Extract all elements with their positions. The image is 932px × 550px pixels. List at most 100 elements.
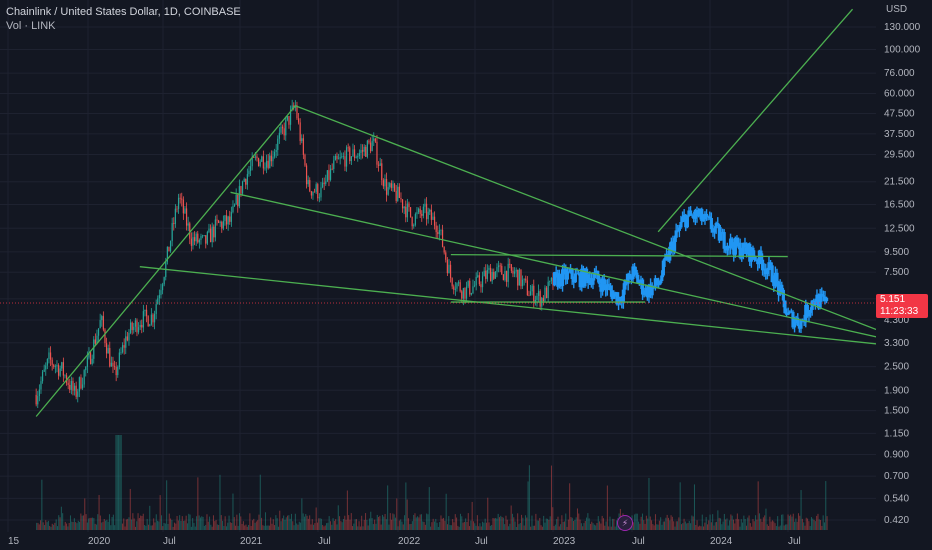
- volume-bar: [790, 514, 792, 530]
- candle-body: [256, 156, 258, 159]
- volume-bar: [69, 515, 71, 530]
- volume-bar: [781, 514, 783, 530]
- candle-body: [666, 254, 670, 261]
- volume-bar: [430, 526, 432, 530]
- candle-body: [477, 275, 479, 277]
- candle-body: [435, 225, 437, 233]
- volume-bar: [340, 521, 342, 530]
- volume-bar: [709, 514, 711, 530]
- volume-bar: [133, 518, 135, 530]
- candle-body: [278, 132, 280, 139]
- candle-body: [594, 270, 598, 273]
- volume-bar: [123, 518, 125, 530]
- candle-body: [512, 270, 514, 274]
- volume-bar: [635, 513, 637, 530]
- candle-body: [459, 282, 461, 292]
- volume-bar: [644, 523, 646, 530]
- volume-bar: [544, 522, 546, 530]
- price-axis-tick: 7.500: [884, 267, 909, 278]
- candle-body: [91, 358, 93, 364]
- candle-body: [248, 170, 250, 175]
- volume-bar: [675, 521, 677, 530]
- candle-body: [778, 284, 782, 295]
- candle-body: [189, 223, 191, 239]
- candle-body: [253, 157, 255, 158]
- candle-body: [507, 263, 509, 282]
- volume-bar: [489, 525, 491, 530]
- volume-bar: [196, 516, 198, 530]
- volume-bar: [658, 520, 660, 530]
- candle-body: [796, 317, 800, 326]
- volume-bar: [537, 520, 539, 530]
- candle-body: [591, 278, 595, 285]
- candle-body: [147, 316, 149, 327]
- volume-bar: [664, 521, 666, 530]
- candle-body: [286, 116, 288, 120]
- volume-bar: [415, 517, 417, 530]
- candle-body: [179, 197, 181, 199]
- candle-body: [529, 291, 532, 296]
- candle-body: [155, 304, 157, 314]
- candle-body: [209, 228, 212, 243]
- volume-bar: [567, 519, 569, 530]
- candle-body: [636, 274, 640, 284]
- candle-body: [685, 216, 689, 228]
- candle-body: [504, 270, 506, 281]
- volume-bar: [666, 514, 668, 530]
- volume-bar: [466, 521, 468, 530]
- candle-body: [344, 156, 346, 167]
- volume-bar: [484, 518, 486, 530]
- candle-body: [706, 216, 710, 218]
- volume-bar: [456, 517, 458, 530]
- volume-bar: [472, 521, 474, 530]
- candle-body: [791, 311, 795, 328]
- volume-bar: [229, 522, 231, 530]
- candle-body: [690, 215, 694, 217]
- volume-bar: [378, 517, 380, 530]
- volume-bar: [92, 517, 94, 530]
- candle-body: [520, 269, 522, 287]
- volume-bar: [712, 514, 714, 530]
- volume-bar: [332, 518, 334, 530]
- volume-bar: [769, 516, 771, 530]
- candle-body: [371, 140, 373, 152]
- candle-body: [304, 154, 306, 166]
- volume-bar: [327, 522, 329, 530]
- volume-bar: [227, 522, 229, 530]
- volume-bar: [54, 522, 56, 530]
- candle-body: [75, 385, 77, 397]
- candle-body: [775, 272, 779, 282]
- candle-body: [631, 266, 635, 280]
- candle-body: [554, 272, 558, 274]
- trendline: [139, 266, 892, 347]
- candle-body: [337, 158, 340, 160]
- volume-bar: [699, 525, 701, 530]
- volume-bar: [216, 524, 218, 530]
- candle-body: [586, 274, 590, 284]
- volume-bar: [517, 513, 519, 530]
- volume-bar: [427, 514, 429, 530]
- volume-bar: [55, 519, 57, 530]
- candle-body: [182, 199, 184, 214]
- volume-bar: [381, 514, 383, 530]
- volume-bar: [696, 520, 698, 530]
- volume-bar: [257, 520, 259, 530]
- volume-bar: [514, 521, 516, 530]
- volume-bar: [319, 518, 321, 530]
- candle-body: [462, 288, 464, 299]
- lightning-icon[interactable]: ⚡: [617, 515, 633, 531]
- volume-bar: [463, 521, 465, 530]
- volume-bar: [283, 515, 285, 530]
- volume-bar: [255, 521, 257, 530]
- candle-body: [213, 226, 215, 238]
- candle-body: [542, 297, 544, 302]
- candle-body: [531, 285, 533, 292]
- volume-bar: [810, 517, 812, 530]
- volume-bar: [211, 526, 213, 530]
- volume-bar: [521, 514, 523, 530]
- volume-bar: [163, 522, 165, 530]
- volume-bar: [95, 524, 97, 530]
- time-axis: 15 2020 Jul 2021 Jul 2022 Jul 2023 Jul 2024 Jul: [0, 532, 932, 550]
- volume-bar: [242, 521, 244, 530]
